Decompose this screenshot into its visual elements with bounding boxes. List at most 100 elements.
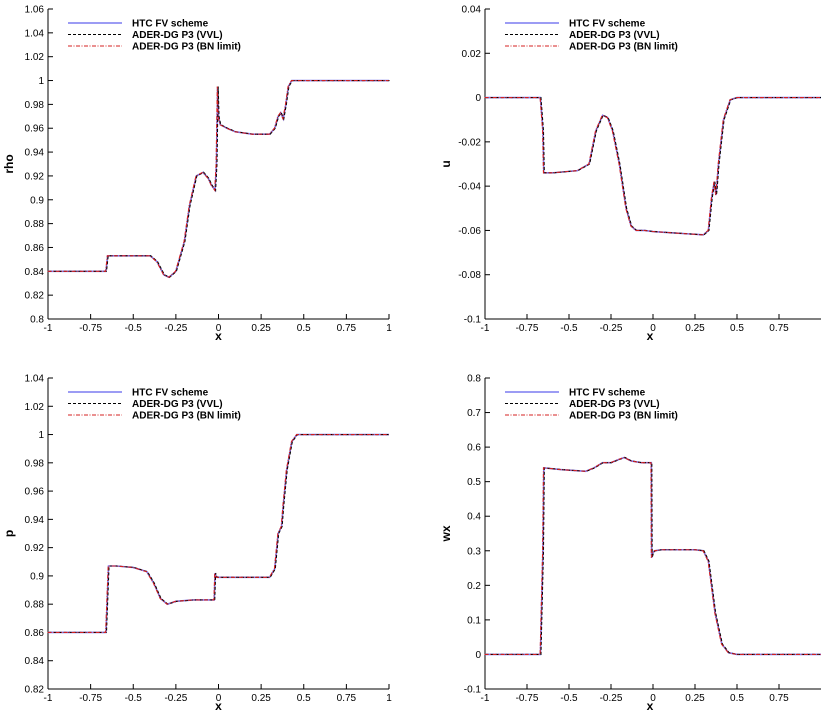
x-tick-label: -1 [481, 323, 490, 334]
x-tick-label: 0.5 [730, 323, 744, 334]
x-tick-label: -0.5 [560, 323, 578, 334]
y-tick-label: 0.9 [30, 571, 44, 582]
y-tick-label: 0.96 [25, 487, 45, 498]
y-tick-label: 0.4 [467, 512, 481, 523]
series-line-2 [485, 456, 821, 655]
y-tick-label: 0.84 [25, 656, 45, 667]
x-tick-label: 0.75 [769, 693, 789, 704]
y-tick-label: 0.2 [467, 581, 481, 592]
x-tick-label: -0.75 [79, 323, 102, 334]
x-tick-label: 0.5 [730, 693, 744, 704]
y-tick-label: 0.92 [25, 171, 45, 182]
legend-label: HTC FV scheme [132, 388, 209, 399]
y-tick-label: 0.98 [25, 458, 45, 469]
x-tick-label: -0.5 [125, 323, 143, 334]
y-tick-label: -0.02 [458, 137, 481, 148]
y-axis-title: wx [439, 525, 453, 542]
y-tick-label: 0.82 [25, 685, 45, 696]
y-tick-label: -0.1 [464, 315, 482, 326]
legend-label: HTC FV scheme [569, 19, 646, 30]
y-tick-label: 0.92 [25, 543, 45, 554]
y-tick-label: 0.94 [25, 515, 45, 526]
x-tick-label: 0.5 [297, 323, 311, 334]
x-tick-label: -0.5 [560, 693, 578, 704]
x-tick-label: 1 [386, 693, 392, 704]
y-tick-label: -0.1 [464, 685, 482, 696]
x-tick-label: -0.25 [164, 323, 187, 334]
legend-label: HTC FV scheme [132, 19, 209, 30]
y-tick-label: 0.9 [30, 195, 44, 206]
y-tick-label: -0.04 [458, 182, 481, 193]
x-axis-title: x [647, 699, 654, 711]
y-tick-label: 0.8 [467, 374, 481, 385]
y-axis-title: u [439, 160, 453, 167]
legend-label: ADER-DG P3 (BN limit) [132, 42, 241, 53]
panel-rho: 0.8 0.82 0.84 0.86 0.88 0.9 0.92 0.94 0.96 0.98 1 1… [2, 5, 392, 344]
y-tick-label: 0.6 [467, 443, 481, 454]
legend-label: ADER-DG P3 (BN limit) [569, 411, 678, 422]
y-tick-label: 0.8 [30, 315, 44, 326]
x-tick-label: 0.25 [685, 323, 705, 334]
x-tick-label: 0.25 [685, 693, 705, 704]
y-tick-label: 0.98 [25, 100, 45, 111]
y-tick-label: 0 [475, 650, 481, 661]
y-tick-label: 0.04 [462, 5, 482, 16]
x-tick-label: 0 [216, 323, 222, 334]
y-tick-label: 1.04 [25, 374, 45, 385]
series-line-3 [47, 433, 389, 634]
y-tick-label: 0.5 [467, 477, 481, 488]
y-tick-label: 0.7 [467, 408, 481, 419]
series-line-2 [485, 97, 821, 236]
x-tick-label: -1 [44, 693, 53, 704]
series-line-1 [485, 96, 821, 236]
y-tick-label: 0.96 [25, 124, 45, 135]
y-tick-label: 1.04 [25, 28, 45, 39]
panel-u: -0.1 -0.08 -0.06 -0.04 -0.02 0 0.02 0.04 -1 -0.75… [439, 5, 821, 343]
y-tick-label: 1.02 [25, 402, 45, 413]
x-tick-label: 0.75 [337, 323, 357, 334]
panel-p: 0.82 0.84 0.86 0.88 0.9 0.92 0.94 0.96 0.98 1 1.02… [2, 374, 392, 711]
x-tick-label: -0.75 [516, 323, 539, 334]
x-tick-label: 0.25 [251, 323, 271, 334]
legend-label: ADER-DG P3 (VVL) [132, 30, 223, 41]
series-line-1 [48, 433, 389, 634]
y-tick-label: 0.88 [25, 600, 45, 611]
y-tick-label: 0.94 [25, 148, 45, 159]
x-tick-label: -1 [481, 693, 490, 704]
legend-label: ADER-DG P3 (BN limit) [132, 411, 241, 422]
legend-label: ADER-DG P3 (VVL) [132, 399, 223, 410]
y-tick-label: 0.1 [467, 615, 481, 626]
x-tick-label: -0.75 [516, 693, 539, 704]
x-tick-label: 0.5 [297, 693, 311, 704]
y-tick-label: 1 [38, 76, 44, 87]
y-tick-label: 1 [38, 430, 44, 441]
y-tick-label: 1.02 [25, 52, 45, 63]
legend-label: ADER-DG P3 (VVL) [569, 30, 660, 41]
y-axis-title: rho [2, 154, 16, 173]
legend-label: ADER-DG P3 (BN limit) [569, 42, 678, 53]
x-tick-label: 0 [650, 693, 656, 704]
y-tick-label: 0.86 [25, 243, 45, 254]
y-tick-label: 0.86 [25, 628, 45, 639]
legend-label: HTC FV scheme [569, 388, 646, 399]
y-tick-label: 0 [475, 93, 481, 104]
x-tick-label: -0.25 [600, 693, 623, 704]
y-axis-title: p [2, 530, 16, 537]
x-tick-label: 0 [216, 693, 222, 704]
x-tick-label: 0.75 [769, 323, 789, 334]
y-tick-label: 0.88 [25, 219, 45, 230]
y-tick-label: 0.84 [25, 267, 45, 278]
y-tick-label: -0.08 [458, 270, 481, 281]
y-tick-label: 0.3 [467, 546, 481, 557]
series-line-2 [48, 79, 390, 278]
series-line-3 [484, 456, 821, 655]
x-tick-label: 1 [386, 323, 392, 334]
y-tick-label: 0.82 [25, 291, 45, 302]
x-tick-label: -0.25 [164, 693, 187, 704]
x-axis-title: x [215, 699, 222, 711]
series-line-3 [47, 79, 389, 278]
panel-wx: -0.1 0 0.1 0.2 0.3 0.4 0.5 0.6 0.7 0.8 -1 -0.75 -0.5… [439, 374, 821, 711]
x-tick-label: -0.5 [125, 693, 143, 704]
x-tick-label: 0.75 [337, 693, 357, 704]
